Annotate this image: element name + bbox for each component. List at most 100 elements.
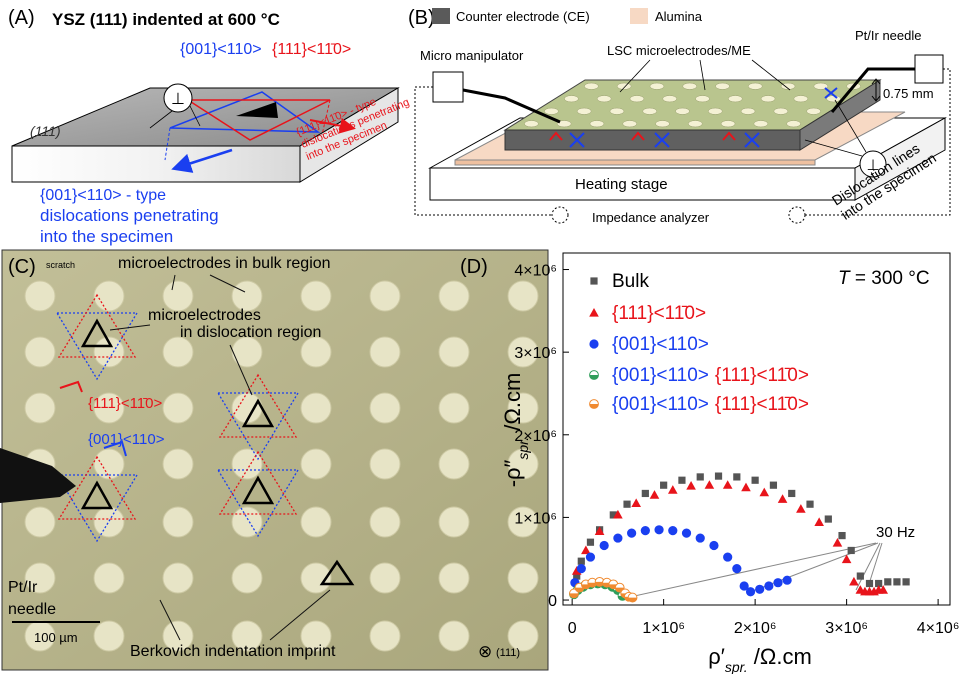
marker-shape: [641, 526, 650, 535]
lsc-electrode: [610, 108, 624, 114]
title: YSZ (111) indented at 600 °C: [52, 10, 280, 29]
micro-electrode: [439, 449, 469, 479]
data-point: [783, 576, 792, 585]
data-point: [893, 578, 900, 585]
frequency-note: 30 Hz: [876, 524, 915, 541]
micro-electrode: [232, 563, 262, 593]
lsc-electrode: [754, 121, 768, 127]
micro-electrode: [301, 281, 331, 311]
micro-electrode: [301, 393, 331, 423]
lsc-electrode: [728, 96, 742, 102]
x-label-unit: /Ω.cm: [748, 644, 812, 669]
thickness-label: 0.75 mm: [883, 86, 934, 101]
marker-shape: [577, 564, 586, 573]
needle-label: needle: [8, 601, 56, 618]
lsc-electrode: [787, 121, 801, 127]
marker-shape: [825, 515, 832, 522]
data-point: [627, 529, 636, 538]
marker-shape: [848, 547, 855, 554]
y-label-main: -ρ″: [500, 459, 525, 487]
marker-shape: [627, 529, 636, 538]
lsc-electrode: [696, 96, 710, 102]
marker-shape: [893, 578, 900, 585]
lsc-electrode: [794, 96, 808, 102]
needle-box: [915, 55, 943, 83]
data-point: [613, 533, 622, 542]
marker-shape: [654, 525, 663, 534]
marker-shape: [623, 501, 630, 508]
marker-shape: [755, 585, 764, 594]
alumina-edge: [455, 160, 815, 165]
lsc-electrode: [716, 83, 730, 89]
panel-label: (C): [8, 256, 36, 278]
data-point: [806, 501, 813, 508]
data-point: [732, 564, 741, 573]
data-point: [586, 552, 595, 561]
micro-electrode: [439, 621, 469, 651]
blue-note-line: into the specimen: [40, 227, 173, 246]
micro-electrode: [508, 281, 538, 311]
figure: (A) YSZ (111) indented at 600 °C {001}<1…: [0, 0, 963, 674]
micro-electrode: [370, 393, 400, 423]
disloc-label: microelectrodes: [148, 307, 261, 324]
data-point: [715, 472, 722, 479]
red-label: {111}<11̄0>: [88, 395, 162, 412]
data-point: [773, 578, 782, 587]
marker-shape: [788, 490, 795, 497]
micro-electrode: [25, 281, 55, 311]
blue-note-line: dislocations penetrating: [40, 206, 219, 225]
legend-label-part: {001}<110>: [612, 334, 709, 355]
temperature-value: = 300 °C: [850, 268, 930, 289]
panel-b: (B) Counter electrode (CE) Alumina Micro…: [408, 7, 950, 225]
marker-shape: [642, 490, 649, 497]
marker-shape: [578, 558, 585, 565]
data-point: [709, 541, 718, 550]
x-label-sub: spr.: [725, 659, 748, 674]
marker-shape: [590, 277, 597, 284]
lsc-electrode: [683, 83, 697, 89]
legend-marker: [590, 400, 599, 409]
lsc-electrode: [807, 108, 821, 114]
micro-electrode: [232, 507, 262, 537]
blue-note-line: {001}<110> - type: [40, 187, 166, 204]
temperature-note: T = 300 °C: [838, 268, 930, 289]
marker-shape: [806, 501, 813, 508]
marker-shape: [696, 533, 705, 542]
data-point: [641, 526, 650, 535]
data-point: [752, 477, 759, 484]
marker-shape: [660, 482, 667, 489]
connector: [789, 207, 805, 223]
data-point: [678, 477, 685, 484]
marker-shape: [857, 572, 864, 579]
marker-shape: [783, 576, 792, 585]
lsc-electrode: [761, 96, 775, 102]
analyzer-label: Impedance analyzer: [592, 210, 710, 225]
legend-marker: [590, 371, 599, 380]
micro-electrode: [370, 449, 400, 479]
micro-electrode: [370, 337, 400, 367]
data-point: [764, 581, 773, 590]
micro-electrode: [301, 449, 331, 479]
marker-shape: [838, 532, 845, 539]
slab-front: [12, 146, 300, 182]
lsc-electrode: [708, 108, 722, 114]
needle-label: Pt/Ir: [8, 579, 38, 596]
scale-label: 100 µm: [34, 630, 78, 645]
lsc-electrode: [623, 121, 637, 127]
marker-shape: [752, 477, 759, 484]
scratch-label: scratch: [46, 260, 75, 270]
legend-label-part: {001}<110>: [612, 394, 709, 415]
micro-electrode: [25, 393, 55, 423]
lsc-electrode: [590, 121, 604, 127]
legend-label-part: {111}<11̄0>: [715, 365, 809, 386]
x-label-main: ρ′: [708, 644, 725, 669]
micro-electrode: [301, 337, 331, 367]
lsc-electrode: [774, 108, 788, 114]
panel-c: (C) scratch microelectrodes in bulk regi…: [0, 250, 548, 670]
micro-electrode: [370, 507, 400, 537]
x-tick-label: 3×10⁶: [825, 620, 868, 637]
data-point: [696, 533, 705, 542]
lsc-electrode: [524, 121, 538, 127]
ce-front: [505, 130, 800, 150]
legend-ce: [432, 8, 450, 24]
